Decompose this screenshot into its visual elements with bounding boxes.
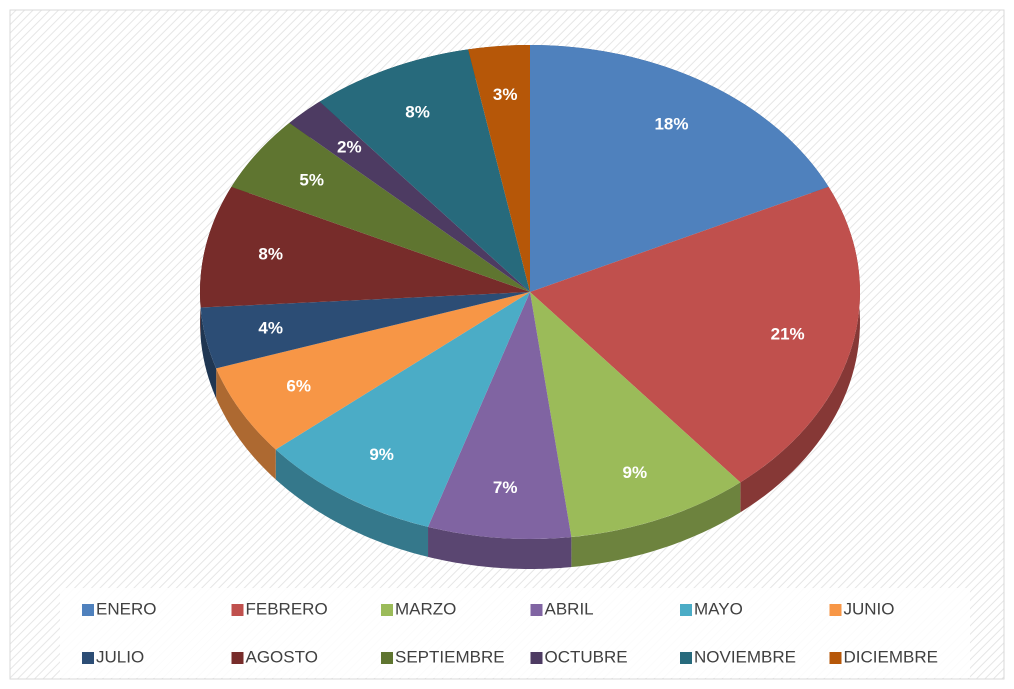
slice-side — [571, 482, 741, 568]
value-label: 9% — [369, 445, 394, 464]
legend-swatch — [82, 652, 94, 664]
legend-label: AGOSTO — [246, 647, 318, 666]
slice-side — [216, 368, 276, 480]
legend-swatch — [680, 652, 692, 664]
slice — [530, 292, 741, 538]
legend-swatch — [82, 604, 94, 616]
legend-swatch — [231, 604, 244, 616]
legend-label: ENERO — [96, 599, 156, 618]
slice-side — [200, 307, 217, 399]
value-label: 4% — [258, 319, 283, 338]
legend-label: MARZO — [395, 599, 456, 618]
legend-swatch — [829, 604, 842, 616]
legend-swatch — [231, 652, 244, 664]
slice-side — [740, 186, 860, 513]
slice — [530, 45, 829, 292]
slice — [200, 292, 530, 369]
legend-swatch — [530, 604, 543, 616]
legend-label: MAYO — [694, 599, 743, 618]
slice — [530, 186, 860, 483]
legend-label: FEBRERO — [246, 599, 328, 618]
legend-label: DICIEMBRE — [844, 647, 938, 666]
value-label: 3% — [493, 85, 518, 104]
legend-label: SEPTIEMBRE — [395, 647, 505, 666]
legend-swatch — [381, 604, 393, 616]
slice — [319, 49, 530, 293]
slice — [468, 45, 530, 292]
slice-side — [275, 449, 429, 557]
value-label: 8% — [258, 244, 283, 263]
slice — [275, 292, 530, 527]
value-label: 5% — [299, 170, 324, 189]
value-label: 9% — [623, 463, 648, 482]
legend-swatch — [381, 652, 393, 664]
slice — [231, 122, 530, 292]
legend-swatch — [680, 604, 692, 616]
value-label: 2% — [337, 137, 362, 156]
value-label: 21% — [771, 325, 805, 344]
legend-label: JULIO — [96, 647, 144, 666]
value-label: 8% — [405, 103, 430, 122]
slice — [289, 101, 530, 292]
legend-swatch — [829, 652, 842, 664]
legend-area — [60, 588, 970, 678]
slice — [428, 292, 572, 539]
value-label: 7% — [493, 478, 518, 497]
value-label: 18% — [654, 115, 688, 134]
slice — [199, 186, 530, 308]
slice-side — [428, 526, 572, 569]
legend-swatch — [530, 652, 543, 664]
legend-label: NOVIEMBRE — [694, 647, 796, 666]
legend-label: OCTUBRE — [545, 647, 628, 666]
slice — [216, 292, 530, 450]
legend-label: ABRIL — [545, 599, 594, 618]
value-label: 6% — [286, 377, 311, 396]
legend-label: JUNIO — [844, 599, 895, 618]
